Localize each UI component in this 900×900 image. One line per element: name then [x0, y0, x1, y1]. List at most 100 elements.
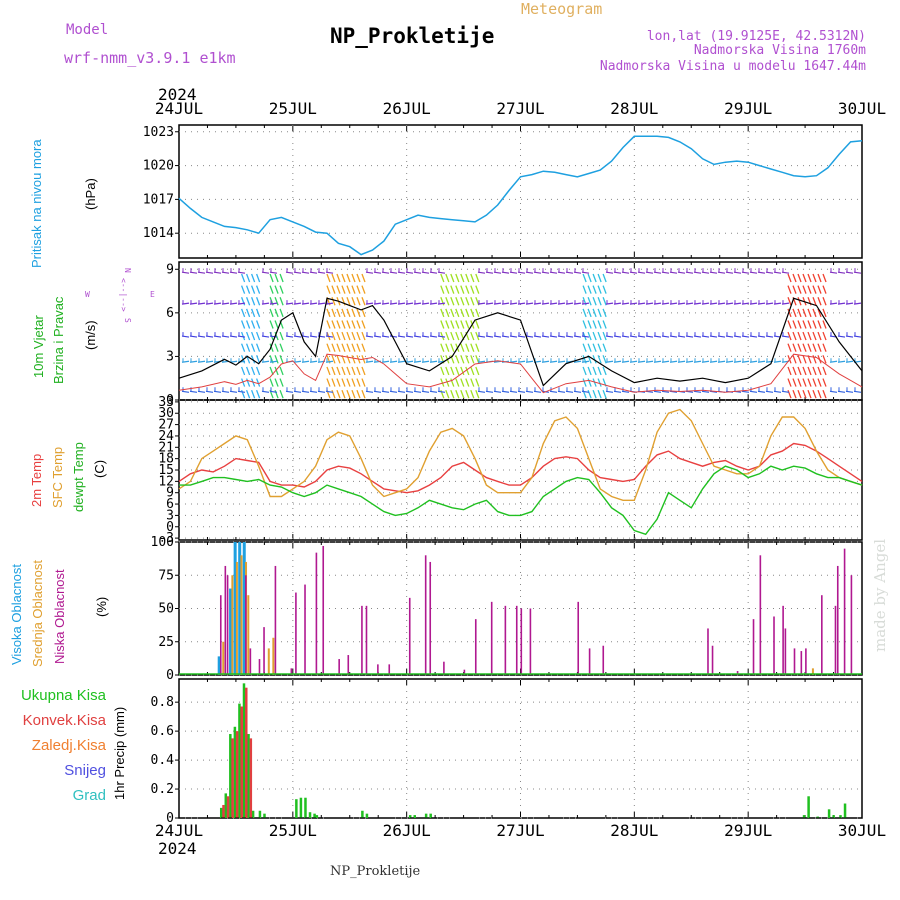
wind-arrow [582, 343, 587, 352]
x-tick-label: 27JUL [496, 99, 544, 118]
precip-bar [222, 804, 225, 818]
wind-arrow [250, 273, 256, 283]
wind-arrow [587, 320, 592, 329]
wind-arrow [460, 273, 465, 283]
wind-barb [693, 335, 702, 338]
wind-arrow [346, 285, 351, 294]
legend-hail: Grad [73, 787, 106, 804]
wind-barb [389, 390, 398, 393]
cloud-unit: (%) [94, 597, 109, 617]
cloud-bar [474, 619, 477, 675]
y-tick-label: 0 [166, 668, 174, 683]
cloud-bar [238, 542, 242, 675]
wind-arrow [440, 343, 445, 352]
y-tick-label: 0.6 [151, 724, 174, 739]
cloud-bar [836, 565, 839, 675]
cloud-bar [222, 641, 225, 675]
wind-arrow [465, 285, 470, 294]
temp-line-0 [178, 442, 863, 494]
wind-arrow [440, 320, 445, 329]
wind-arrow [455, 331, 460, 341]
wind-barb [405, 335, 414, 338]
wind-arrow [802, 308, 807, 318]
wind-barb [781, 390, 790, 393]
wind-arrow [582, 273, 587, 283]
wind-arrow [336, 308, 341, 318]
wind-arrow [250, 308, 256, 318]
wind-arrow [592, 355, 597, 364]
wind-arrow [802, 273, 807, 283]
wind-barb [309, 271, 318, 274]
wind-barb [565, 335, 574, 338]
wind-barb [197, 335, 206, 338]
wind-barb [517, 271, 526, 274]
cloud-bar [290, 668, 293, 675]
wind-barb [301, 335, 310, 338]
wind-barb [373, 271, 382, 274]
wind-barb [669, 335, 678, 338]
wind-barb [685, 335, 694, 338]
x-tick-label: 29JUL [724, 821, 772, 840]
wind-arrow [245, 308, 251, 318]
wind-barb [389, 271, 398, 274]
wind-ylabel-2: Brzina i Pravac [51, 296, 66, 384]
cloud-bar [811, 668, 814, 675]
wind-barb [573, 271, 582, 274]
wind-arrow [812, 343, 817, 352]
precip-bar [308, 812, 312, 818]
wind-barb [757, 335, 766, 338]
wind-barb [677, 271, 686, 274]
precip-bar [295, 799, 298, 818]
wind-barb [581, 271, 590, 274]
wind-unit: (m/s) [83, 320, 98, 350]
wind-arrow [356, 331, 361, 341]
precip-bar [219, 807, 223, 818]
model-name: wrf-nmm_v3.9.1 e1km [64, 49, 236, 67]
wind-arrow [475, 343, 480, 352]
wind-arrow [592, 331, 597, 341]
wind-barb [389, 335, 398, 338]
wind-arrow [475, 331, 480, 341]
wind-arrow [361, 389, 366, 399]
wind-barb [293, 390, 302, 393]
wind-arrow [787, 320, 792, 329]
wind-arrow [356, 389, 361, 399]
cloud-bar [377, 664, 379, 675]
wind-arrow [269, 308, 274, 318]
wind-arrow [592, 343, 597, 352]
wind-barb [213, 390, 222, 393]
wind-arrow [592, 308, 597, 318]
wind-arrow [470, 355, 475, 364]
y-tick-label: 1017 [143, 192, 174, 207]
wind-gust-line [178, 353, 863, 394]
wind-barb [845, 271, 854, 274]
wind-arrow [326, 366, 331, 376]
wind-barb [213, 335, 222, 338]
x-tick-label: 24JUL [155, 99, 203, 118]
precip-bar [229, 734, 232, 818]
wind-arrow [279, 355, 284, 364]
x-tick-label: 24JUL [155, 821, 203, 840]
wind-barb [229, 335, 238, 338]
wind-arrow [240, 273, 246, 283]
wind-barb [773, 390, 782, 393]
wind-arrow [597, 366, 602, 376]
cloud-bar [424, 555, 427, 675]
wind-barb [365, 271, 374, 274]
wind-barb [541, 335, 550, 338]
cloud-bar [711, 645, 714, 675]
wind-arrow [255, 366, 261, 376]
wind-arrow [587, 308, 592, 318]
wind-barb [573, 390, 582, 393]
wind-arrow [465, 355, 470, 364]
wind-arrow [440, 378, 445, 387]
wind-barb [549, 390, 558, 393]
wind-arrow [817, 343, 822, 352]
wind-barb [661, 271, 670, 274]
wind-arrow [812, 331, 817, 341]
wind-arrow [602, 308, 607, 318]
wind-arrow [255, 273, 261, 283]
bottom-x-axis-labels: 24JUL 25JUL 26JUL 27JUL 28JUL 29JUL 30JUL [155, 821, 886, 840]
wind-arrow [797, 320, 802, 329]
cloud-ylabel-3: Niska Oblacnost [52, 569, 67, 664]
